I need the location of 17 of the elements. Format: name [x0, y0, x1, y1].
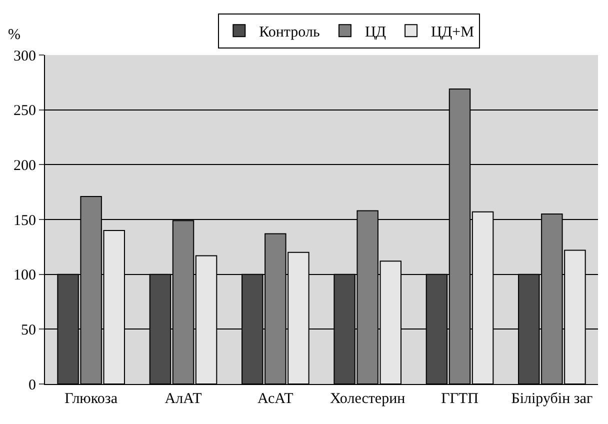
legend-label: ЦД	[364, 24, 386, 41]
legend-label: ЦД+М	[431, 24, 474, 41]
y-tick-label: 100	[14, 268, 36, 284]
x-tick-label: Холестерин	[330, 391, 406, 407]
x-tick-label: АсАТ	[258, 391, 294, 407]
y-axis-title: %	[8, 27, 20, 43]
y-tick-label: 300	[14, 48, 36, 64]
legend-label: Контроль	[259, 24, 320, 41]
y-tick-label: 200	[14, 158, 36, 174]
x-tick-label: ГГТП	[441, 391, 479, 407]
y-tick-label: 150	[14, 212, 36, 229]
x-tick-label: Білірубін заг	[511, 391, 593, 407]
y-tick-label: 250	[14, 103, 36, 120]
x-tick-label: Глюкоза	[64, 391, 118, 407]
y-tick-label: 50	[21, 322, 36, 338]
y-tick-label: 0	[28, 377, 36, 394]
x-tick-label: АлАТ	[164, 391, 202, 407]
